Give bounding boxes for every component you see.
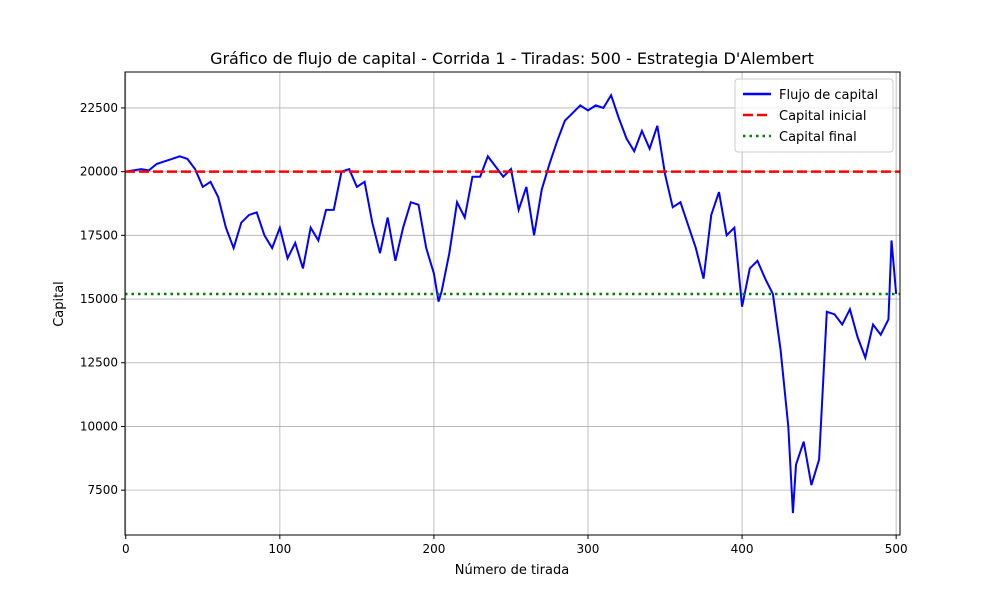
y-tick-label: 20000	[80, 165, 118, 179]
y-axis-label: Capital	[52, 281, 67, 327]
plot-frame	[124, 71, 901, 536]
chart-title: Gráfico de flujo de capital - Corrida 1 …	[210, 49, 814, 68]
x-tick-label: 500	[885, 542, 908, 556]
y-tick-label: 22500	[80, 101, 118, 115]
y-tick-label: 12500	[80, 356, 118, 370]
x-tick-label: 300	[577, 542, 600, 556]
x-tick-label: 400	[731, 542, 754, 556]
legend-label: Capital final	[779, 130, 857, 145]
legend-label: Flujo de capital	[779, 88, 878, 103]
legend-label: Capital inicial	[779, 109, 867, 124]
x-tick-label: 0	[122, 542, 130, 556]
data-line	[125, 92, 898, 514]
x-tick-label: 100	[268, 542, 291, 556]
y-tick-label: 15000	[80, 292, 118, 306]
legend-box	[734, 78, 894, 153]
x-tick-label: 200	[422, 542, 445, 556]
y-tick-label: 17500	[80, 228, 118, 242]
y-tick-label: 7500	[87, 483, 118, 497]
y-tick-label: 10000	[80, 419, 118, 433]
x-axis-label: Número de tirada	[455, 563, 569, 578]
